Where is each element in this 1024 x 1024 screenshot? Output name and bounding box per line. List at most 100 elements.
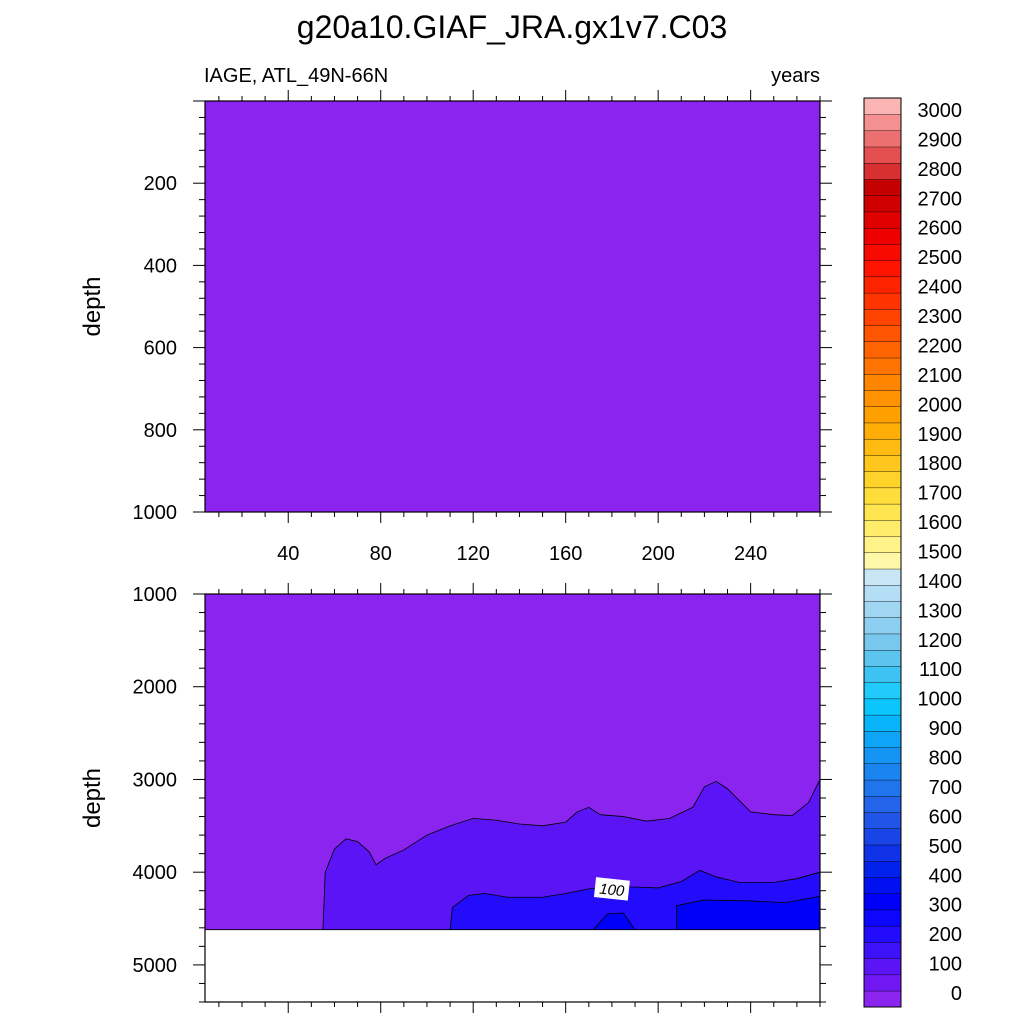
colorbar-box xyxy=(863,503,902,521)
colorbar-label: 1700 xyxy=(918,483,963,505)
colorbar-box xyxy=(863,876,902,894)
y-tick-label: 1000 xyxy=(133,502,178,524)
x-tick-label: 200 xyxy=(641,543,674,565)
colorbar-box xyxy=(863,779,902,797)
colorbar-label: 2200 xyxy=(918,335,963,357)
colorbar-box xyxy=(863,357,902,375)
colorbar-box xyxy=(863,747,902,765)
colorbar-box xyxy=(863,536,902,554)
y-tick-label: 2000 xyxy=(133,677,178,699)
colorbar-box xyxy=(863,633,902,651)
colorbar-label: 500 xyxy=(929,836,962,858)
colorbar-label: 2700 xyxy=(918,188,963,210)
colorbar-box xyxy=(863,600,902,618)
colorbar-label: 400 xyxy=(929,865,962,887)
y-tick-label: 400 xyxy=(144,255,177,277)
colorbar-label: 1000 xyxy=(918,689,963,711)
colorbar-label: 700 xyxy=(929,777,962,799)
contour-line-label: 100 xyxy=(593,877,630,901)
contour-fill-300 xyxy=(593,912,636,930)
variable-region-label: IAGE, ATL_49N-66N xyxy=(204,65,388,87)
colorbar-box xyxy=(863,552,902,570)
colorbar-label: 300 xyxy=(929,895,962,917)
colorbar-box xyxy=(863,665,902,683)
lower-panel: 100 1000 2000 3000 4000 5000 depth xyxy=(79,583,832,1013)
colorbar-label: 1900 xyxy=(918,424,963,446)
contour-line-300 xyxy=(676,895,821,930)
colorbar-box xyxy=(863,422,902,440)
y-axis-label: depth xyxy=(79,276,106,336)
colorbar-box xyxy=(863,146,902,164)
colorbar-box xyxy=(863,860,902,878)
colorbar-label: 2600 xyxy=(918,218,963,240)
colorbar-box xyxy=(863,276,902,294)
colorbar-box xyxy=(863,568,902,586)
colorbar-label: 3000 xyxy=(918,100,963,122)
colorbar-label: 100 xyxy=(929,954,962,976)
colorbar-box xyxy=(863,617,902,635)
y-tick-label: 4000 xyxy=(133,862,178,884)
colorbar-label: 1400 xyxy=(918,571,963,593)
colorbar-label: 1600 xyxy=(918,512,963,534)
colorbar-box xyxy=(863,341,902,359)
contour-label-background xyxy=(593,877,630,901)
colorbar-box xyxy=(863,990,902,1008)
colorbar-label: 1800 xyxy=(918,453,963,475)
y-tick-label: 5000 xyxy=(133,955,178,977)
colorbar-box xyxy=(863,487,902,505)
colorbar-box xyxy=(863,844,902,862)
colorbar-box xyxy=(863,828,902,846)
colorbar-label: 200 xyxy=(929,924,962,946)
colorbar-box xyxy=(863,308,902,326)
y-tick-label: 800 xyxy=(144,420,177,442)
colorbar-box xyxy=(863,389,902,407)
colorbar-box xyxy=(863,471,902,489)
colorbar-box xyxy=(863,812,902,829)
colorbar-label: 2900 xyxy=(918,129,963,151)
colorbar-box xyxy=(863,941,902,959)
colorbar-frame xyxy=(863,97,902,1008)
colorbar-box xyxy=(863,373,902,391)
colorbar-label: 1200 xyxy=(918,630,963,652)
contour-fill-background xyxy=(205,101,820,512)
x-tick-label: 160 xyxy=(549,543,582,565)
colorbar-box xyxy=(863,227,902,245)
colorbar-box xyxy=(863,909,902,927)
x-tick-label: 120 xyxy=(457,543,490,565)
colorbar-label: 600 xyxy=(929,806,962,828)
colorbar-box xyxy=(863,325,902,342)
colorbar-label: 1100 xyxy=(919,659,962,681)
colorbar-label: 800 xyxy=(929,748,962,770)
colorbar-label: 2500 xyxy=(918,247,963,269)
contour-line-100 xyxy=(322,779,821,930)
chart-title: g20a10.GIAF_JRA.gx1v7.C03 xyxy=(297,9,727,45)
y-tick-label: 200 xyxy=(144,173,177,195)
colorbar-box xyxy=(863,730,902,748)
colorbar-box xyxy=(863,292,902,310)
land-mask xyxy=(205,929,820,1002)
colorbar-box xyxy=(863,714,902,732)
contour-label-text: 100 xyxy=(598,881,625,901)
colorbar-box xyxy=(863,178,902,196)
colorbar-label: 2400 xyxy=(918,277,963,299)
upper-panel: 40 80 120 160 200 240 200 400 600 800 1000 depth xyxy=(79,90,832,565)
colorbar-box xyxy=(863,584,902,602)
colorbar-box xyxy=(863,974,902,992)
colorbar: 0 100 200 300 400 500 600 700 800 900 1000 1100 1200… xyxy=(863,97,963,1008)
colorbar-box xyxy=(863,162,902,180)
units-label: years xyxy=(771,65,820,87)
colorbar-box xyxy=(863,925,902,943)
colorbar-label: 2800 xyxy=(918,159,963,181)
colorbar-box xyxy=(863,519,902,537)
colorbar-box xyxy=(863,195,902,213)
colorbar-box xyxy=(863,438,902,456)
colorbar-box xyxy=(863,893,902,911)
y-tick-label: 3000 xyxy=(133,769,178,791)
colorbar-box xyxy=(863,454,902,472)
x-tick-label: 40 xyxy=(277,543,299,565)
colorbar-box xyxy=(863,406,902,424)
colorbar-box xyxy=(863,260,902,278)
colorbar-label: 2100 xyxy=(918,365,963,387)
x-tick-label: 240 xyxy=(734,543,767,565)
colorbar-label: 1500 xyxy=(918,542,963,564)
